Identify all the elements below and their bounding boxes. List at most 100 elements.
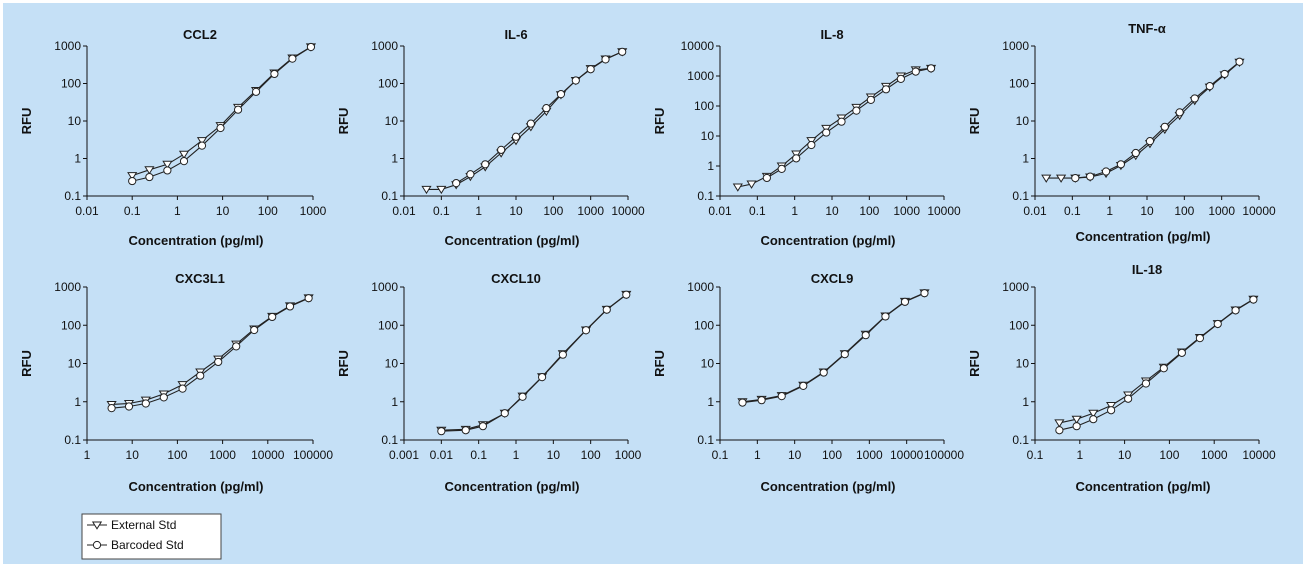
chart-panel-6: 0.111010010000.001 0.01 0.1 1 10 100 1000CXCL1…	[336, 271, 642, 494]
y-tick-label: 100	[694, 99, 714, 113]
data-point-circle	[1160, 365, 1167, 372]
y-tick-label: 1000	[54, 39, 81, 53]
x-tick-label: 10	[509, 204, 523, 218]
chart-title: IL-18	[1132, 262, 1162, 277]
data-point-circle	[1108, 407, 1115, 414]
series-line-external-std	[743, 293, 925, 402]
data-point-triangle	[180, 151, 188, 158]
x-tick-label: 1	[84, 448, 91, 462]
chart-panel-7: 0.1 1 10 100 1000 0.1 1 10 100 1000 10000 100000 CXC…	[652, 271, 964, 494]
x-tick-label: 0.01	[1023, 204, 1047, 218]
data-point-circle	[1087, 173, 1094, 180]
y-axis-label: RFU	[967, 108, 982, 135]
y-tick-label: 1000	[371, 39, 398, 53]
series-line-external-std	[441, 294, 626, 430]
data-point-circle	[307, 43, 314, 50]
y-axis-label: RFU	[336, 350, 351, 377]
data-point-circle	[1250, 296, 1257, 303]
x-axis-label: Concentration (pg/ml)	[760, 233, 895, 248]
data-point-circle	[602, 56, 609, 63]
data-point-circle	[1221, 70, 1228, 77]
data-point-circle	[623, 291, 630, 298]
x-axis-label: Concentration (pg/ml)	[128, 479, 263, 494]
data-point-circle	[1142, 380, 1149, 387]
data-point-circle	[286, 303, 293, 310]
data-point-circle	[1161, 123, 1168, 130]
data-point-circle	[215, 358, 222, 365]
data-point-circle	[217, 124, 224, 131]
x-tick-label: 0.01	[75, 204, 99, 218]
chart-panel-5: 0.111010010001 10 100 1000 10000 100000CXC3L1…	[19, 271, 333, 494]
x-tick-label: 100	[1174, 204, 1194, 218]
data-point-circle	[305, 295, 312, 302]
data-point-circle	[867, 96, 874, 103]
data-point-circle	[198, 142, 205, 149]
x-tick-label: 0.01	[708, 204, 732, 218]
x-tick-label: 0.01	[430, 448, 454, 462]
x-tick-label: 1000	[1208, 204, 1235, 218]
data-point-circle	[234, 106, 241, 113]
data-point-circle	[619, 48, 626, 55]
data-point-circle	[1214, 320, 1221, 327]
data-point-circle	[758, 397, 765, 404]
data-point-circle	[1073, 423, 1080, 430]
x-tick-label: 1	[475, 204, 482, 218]
x-tick-label: 10	[1140, 204, 1154, 218]
series-line-barcoded-std	[743, 293, 925, 402]
x-tick-label: 1	[174, 204, 181, 218]
x-axis-label: Concentration (pg/ml)	[1075, 229, 1210, 244]
x-tick-label: 0.1	[470, 448, 487, 462]
y-tick-label: 10	[68, 114, 82, 128]
series-line-external-std	[112, 298, 309, 405]
data-point-circle	[479, 423, 486, 430]
data-point-circle	[882, 86, 889, 93]
y-tick-label: 10	[701, 357, 715, 371]
series-line-barcoded-std	[1075, 62, 1239, 178]
x-tick-label: 100	[258, 204, 278, 218]
data-point-circle	[467, 171, 474, 178]
y-tick-label: 1000	[1002, 39, 1029, 53]
y-tick-label: 0.1	[697, 189, 714, 203]
series-line-external-std	[1046, 62, 1239, 178]
x-tick-label: 1000	[577, 204, 604, 218]
figure-panel: 0.1 1 10 100 1000 0.01 0.1 1 10 100 1000 CCL2 Concen…	[3, 3, 1303, 564]
x-tick-label: 0.1	[1027, 448, 1044, 462]
data-point-circle	[453, 180, 460, 187]
data-point-circle	[793, 155, 800, 162]
data-point-triangle	[145, 167, 153, 174]
data-point-circle	[271, 70, 278, 77]
data-point-circle	[1056, 427, 1063, 434]
data-point-circle	[142, 400, 149, 407]
chart-title: CXCL10	[491, 271, 541, 286]
chart-title: CCL2	[183, 27, 217, 42]
y-tick-label: 100	[378, 318, 398, 332]
data-point-circle	[125, 403, 132, 410]
data-point-circle	[808, 141, 815, 148]
data-point-circle	[1176, 109, 1183, 116]
data-point-circle	[289, 55, 296, 62]
data-point-circle	[897, 75, 904, 82]
y-axis-label: RFU	[336, 108, 351, 135]
y-tick-label: 10	[1016, 357, 1030, 371]
data-point-circle	[1206, 83, 1213, 90]
data-point-circle	[572, 77, 579, 84]
x-axis-label: Concentration (pg/ml)	[1075, 479, 1210, 494]
data-point-circle	[587, 66, 594, 73]
data-point-circle	[519, 393, 526, 400]
chart-title: CXC3L1	[175, 271, 225, 286]
x-tick-label: 1000	[615, 448, 642, 462]
y-axis-label: RFU	[19, 108, 34, 135]
x-tick-label: 0.001	[389, 448, 419, 462]
x-tick-label: 1	[1076, 448, 1083, 462]
data-point-circle	[853, 107, 860, 114]
chart-title: CXCL9	[811, 271, 854, 286]
y-tick-label: 0.1	[381, 433, 398, 447]
x-tick-label: 10	[216, 204, 230, 218]
x-axis-label: Concentration (pg/ml)	[128, 233, 263, 248]
data-point-circle	[501, 410, 508, 417]
data-point-circle	[1146, 138, 1153, 145]
x-axis-label: Concentration (pg/ml)	[760, 479, 895, 494]
